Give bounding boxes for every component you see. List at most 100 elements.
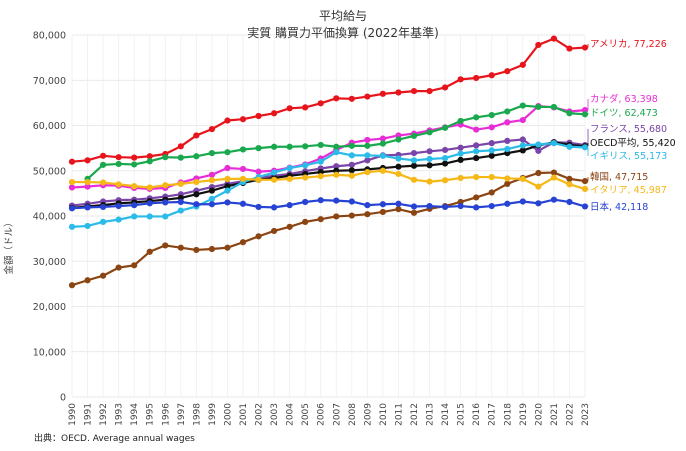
data-point — [410, 88, 418, 95]
data-point — [379, 152, 387, 159]
data-point — [317, 141, 324, 149]
data-point — [208, 171, 216, 178]
data-point — [317, 100, 324, 107]
data-point — [364, 211, 371, 218]
data-point — [68, 158, 76, 165]
data-point — [426, 88, 433, 95]
data-point — [535, 147, 542, 154]
x-tick-label: 1996 — [161, 403, 171, 426]
data-point — [286, 164, 293, 172]
data-point — [457, 150, 464, 157]
data-point — [255, 203, 262, 211]
data-point — [255, 233, 262, 240]
data-point — [146, 184, 153, 191]
data-point — [177, 244, 184, 251]
x-tick-label: 2018 — [503, 403, 513, 426]
data-point — [457, 202, 464, 210]
data-point — [177, 207, 184, 214]
series-line — [70, 169, 587, 191]
data-point — [473, 154, 480, 162]
data-point — [504, 68, 511, 75]
data-point — [131, 202, 138, 209]
data-point — [84, 277, 91, 284]
data-point — [566, 181, 573, 188]
x-tick-label: 2003 — [270, 403, 280, 426]
data-point — [99, 179, 107, 186]
data-point — [426, 148, 433, 155]
data-point — [488, 152, 495, 159]
y-axis-label: 金額（ドル） — [3, 217, 15, 274]
data-point — [504, 180, 511, 187]
x-tick-label: 2016 — [472, 403, 482, 426]
end-label: 韓国, 47,715 — [590, 172, 648, 183]
data-point — [535, 183, 542, 190]
data-point — [208, 150, 216, 157]
data-point — [239, 200, 247, 207]
data-point — [410, 203, 418, 210]
data-point — [581, 203, 589, 210]
y-tick-label: 40,000 — [33, 212, 66, 223]
data-point — [193, 191, 200, 198]
series-韓国 — [68, 169, 589, 289]
data-point — [68, 282, 76, 289]
data-point — [333, 197, 340, 204]
data-point — [255, 112, 262, 120]
data-point — [99, 152, 107, 159]
data-point — [208, 245, 216, 253]
data-point — [224, 244, 231, 251]
data-point — [364, 136, 371, 144]
data-point — [457, 174, 464, 182]
data-point — [84, 157, 91, 164]
data-point — [441, 160, 449, 167]
data-point — [208, 201, 216, 208]
end-label: ドイツ, 62,473 — [590, 108, 658, 119]
end-label: イタリア, 45,987 — [590, 185, 667, 196]
x-tick-label: 1992 — [99, 403, 109, 426]
data-point — [224, 187, 231, 194]
data-point — [395, 163, 402, 170]
data-point — [115, 181, 122, 188]
data-point — [115, 160, 122, 168]
data-point — [146, 200, 153, 207]
x-tick-label: 2023 — [581, 403, 591, 426]
data-point — [270, 110, 278, 117]
data-point — [504, 108, 511, 115]
data-point — [488, 202, 495, 210]
data-point — [193, 153, 200, 160]
data-point — [162, 199, 169, 206]
data-point — [550, 140, 558, 147]
data-point — [224, 199, 231, 206]
data-point — [239, 146, 247, 153]
x-tick-label: 2000 — [223, 403, 233, 426]
data-point — [566, 198, 573, 206]
data-point — [473, 173, 480, 181]
data-point — [348, 95, 355, 102]
x-tick-label: 2006 — [317, 403, 327, 426]
data-point — [131, 183, 138, 190]
x-tick-label: 2008 — [348, 403, 358, 426]
chart-subtitle: 実質 購買力平価換算 (2022年基準) — [247, 25, 439, 40]
data-point — [302, 174, 309, 181]
data-point — [255, 145, 262, 152]
data-point — [519, 116, 526, 124]
data-point — [270, 169, 278, 176]
data-point — [193, 201, 200, 208]
end-label: アメリカ, 77,226 — [590, 39, 667, 50]
data-point — [333, 163, 340, 170]
series-line — [70, 142, 587, 228]
data-point — [519, 136, 526, 143]
data-point — [488, 111, 495, 119]
data-point — [146, 213, 153, 220]
series-日本 — [68, 196, 589, 212]
data-point — [504, 175, 511, 182]
data-point — [224, 117, 231, 124]
data-point — [131, 161, 138, 168]
data-point — [504, 200, 511, 207]
x-tick-label: 2019 — [519, 403, 529, 426]
data-point — [395, 136, 402, 143]
data-point — [473, 114, 480, 121]
series-line — [70, 37, 587, 163]
data-point — [208, 187, 216, 194]
series-イタリア — [68, 167, 589, 193]
data-point — [364, 157, 371, 164]
